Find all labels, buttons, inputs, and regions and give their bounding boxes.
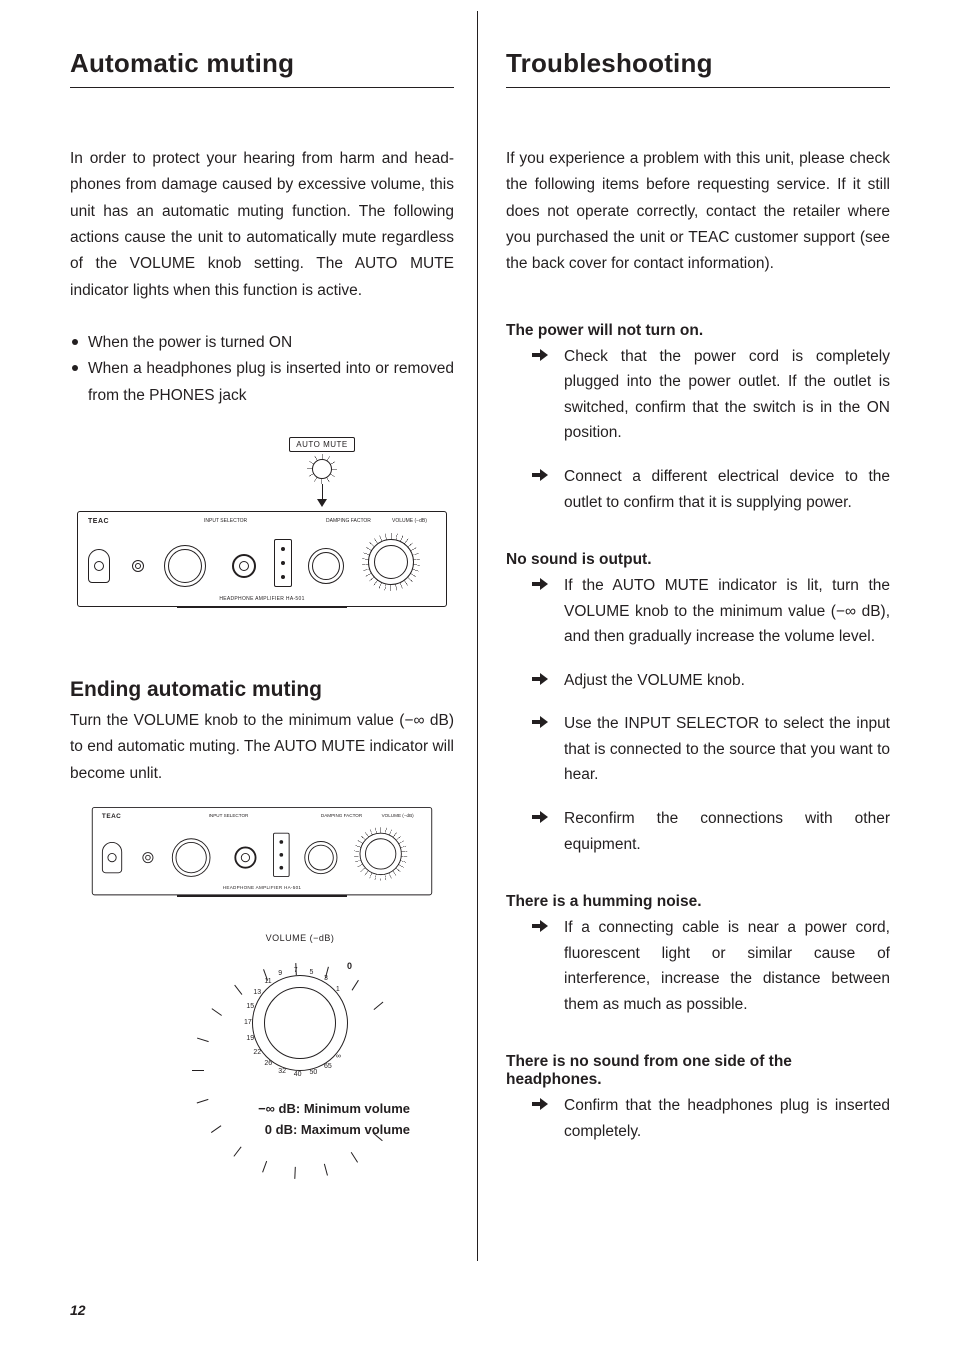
indicator-arrow-icon xyxy=(317,499,327,507)
troubleshooting-item: If the AUTO MUTE indicator is lit, turn … xyxy=(506,573,890,650)
troubleshooting-head: The power will not turn on. xyxy=(506,322,890,340)
bullet-list: When the power is turned ON When a headp… xyxy=(70,330,454,409)
troubleshooting-head: No sound is output. xyxy=(506,551,890,569)
dial-tick-label: 9 xyxy=(278,970,282,977)
bullet-arrow-icon xyxy=(532,577,548,591)
troubleshooting-item-text: Adjust the VOLUME knob. xyxy=(564,668,890,694)
device-front-panel: TEAC INPUT SELECTOR DAMPING FACTOR VOLUM… xyxy=(77,511,447,607)
damping-selector-icon xyxy=(273,833,290,877)
troubleshooting-item-text: Confirm that the headphones plug is inse… xyxy=(564,1093,890,1144)
troubleshooting-intro: If you experience a problem with this un… xyxy=(506,146,890,278)
volume-dial-large: ∞655040322622191715131197531 0 xyxy=(240,963,360,1083)
bullet-arrow-icon xyxy=(532,715,548,729)
dial-tick-label: 40 xyxy=(294,1071,302,1078)
bullet-arrow-icon xyxy=(532,672,548,686)
dial-tick-label: 65 xyxy=(324,1063,332,1070)
dial-tick-label: 32 xyxy=(278,1068,286,1075)
label-damping: DAMPING FACTOR xyxy=(326,518,371,524)
phones-jack-icon xyxy=(232,554,256,578)
damping-selector-icon xyxy=(274,539,292,587)
power-switch-icon xyxy=(102,842,122,873)
page-number: 12 xyxy=(70,1302,86,1318)
label-damping: DAMPING FACTOR xyxy=(321,814,362,820)
dial-tick-label: 7 xyxy=(294,967,298,974)
subheading-ending: Ending automatic muting xyxy=(70,678,454,702)
troubleshooting-list: The power will not turn on. Check that th… xyxy=(506,322,890,1145)
heading-automatic-muting: Automatic muting xyxy=(70,48,454,88)
troubleshooting-item: Confirm that the headphones plug is inse… xyxy=(506,1093,890,1144)
bullet-arrow-icon xyxy=(532,468,548,482)
page: Automatic muting In order to protect you… xyxy=(0,0,954,1350)
troubleshooting-item-text: Check that the power cord is completely … xyxy=(564,344,890,446)
troubleshooting-item: Adjust the VOLUME knob. xyxy=(506,668,890,694)
troubleshooting-item-text: If the AUTO MUTE indicator is lit, turn … xyxy=(564,573,890,650)
label-input-selector: INPUT SELECTOR xyxy=(204,518,247,524)
damping-knob-icon xyxy=(304,841,337,874)
input-selector-knob-icon xyxy=(172,838,211,877)
phones-jack-icon xyxy=(234,847,256,869)
auto-mute-indicator-icon xyxy=(307,454,337,484)
troubleshooting-item-text: Connect a different electrical device to… xyxy=(564,464,890,515)
right-column: Troubleshooting If you experience a prob… xyxy=(480,48,890,1258)
dial-caption: VOLUME (−dB) xyxy=(190,933,410,943)
troubleshooting-item: If a connecting cable is near a power co… xyxy=(506,915,890,1017)
model-label: HEADPHONE AMPLIFIER HA-501 xyxy=(219,596,304,602)
volume-dial-icon xyxy=(362,533,420,591)
aux-jack-icon xyxy=(132,560,144,572)
model-label: HEADPHONE AMPLIFIER HA-501 xyxy=(223,885,302,891)
troubleshooting-item: Reconfirm the connections with other equ… xyxy=(506,806,890,857)
label-input-selector: INPUT SELECTOR xyxy=(209,814,249,820)
legend-min: −∞ dB: Minimum volume xyxy=(190,1099,410,1120)
troubleshooting-item: Use the INPUT SELECTOR to select the inp… xyxy=(506,711,890,788)
device-illustration-1: AUTO MUTE TEAC INPUT SELECTOR DAMPING FA… xyxy=(70,437,454,608)
device-illustration-2: TEAC INPUT SELECTOR DAMPING FACTOR VOLUM… xyxy=(70,807,454,897)
dial-zero-label: 0 xyxy=(347,961,352,971)
volume-legend: −∞ dB: Minimum volume 0 dB: Maximum volu… xyxy=(190,1099,410,1141)
bullet-arrow-icon xyxy=(532,1097,548,1111)
troubleshooting-group: No sound is output. If the AUTO MUTE indi… xyxy=(506,551,890,857)
dial-tick-label: 5 xyxy=(309,969,313,976)
dial-tick-label: 17 xyxy=(244,1019,252,1026)
troubleshooting-group: There is no sound from one side of the h… xyxy=(506,1053,890,1144)
dial-tick-label: 50 xyxy=(309,1069,317,1076)
power-switch-icon xyxy=(88,549,110,583)
two-column-layout: Automatic muting In order to protect you… xyxy=(70,48,890,1258)
bullet-arrow-icon xyxy=(532,348,548,362)
device-front-panel: TEAC INPUT SELECTOR DAMPING FACTOR VOLUM… xyxy=(92,807,432,895)
heading-troubleshooting: Troubleshooting xyxy=(506,48,890,88)
volume-dial-icon xyxy=(354,827,407,880)
troubleshooting-head: There is a humming noise. xyxy=(506,893,890,911)
label-volume: VOLUME (−dB) xyxy=(392,518,427,524)
bullet-arrow-icon xyxy=(532,810,548,824)
troubleshooting-head: There is no sound from one side of the h… xyxy=(506,1053,890,1089)
troubleshooting-group: There is a humming noise. If a connecting… xyxy=(506,893,890,1017)
bullet-arrow-icon xyxy=(532,919,548,933)
troubleshooting-item-text: Reconfirm the connections with other equ… xyxy=(564,806,890,857)
troubleshooting-item: Connect a different electrical device to… xyxy=(506,464,890,515)
auto-mute-label: AUTO MUTE xyxy=(289,437,354,452)
intro-paragraph: In order to protect your hearing from ha… xyxy=(70,146,454,304)
aux-jack-icon xyxy=(142,852,153,863)
left-column: Automatic muting In order to protect you… xyxy=(70,48,480,1258)
bullet-item: When the power is turned ON xyxy=(70,330,454,356)
troubleshooting-item-text: Use the INPUT SELECTOR to select the inp… xyxy=(564,711,890,788)
troubleshooting-item-text: If a connecting cable is near a power co… xyxy=(564,915,890,1017)
damping-knob-icon xyxy=(308,548,344,584)
ending-body: Turn the VOLUME knob to the minimum valu… xyxy=(70,708,454,787)
troubleshooting-item: Check that the power cord is completely … xyxy=(506,344,890,446)
troubleshooting-group: The power will not turn on. Check that th… xyxy=(506,322,890,515)
label-volume: VOLUME (−dB) xyxy=(382,814,414,820)
input-selector-knob-icon xyxy=(164,545,206,587)
bullet-item: When a headphones plug is inserted into … xyxy=(70,356,454,409)
